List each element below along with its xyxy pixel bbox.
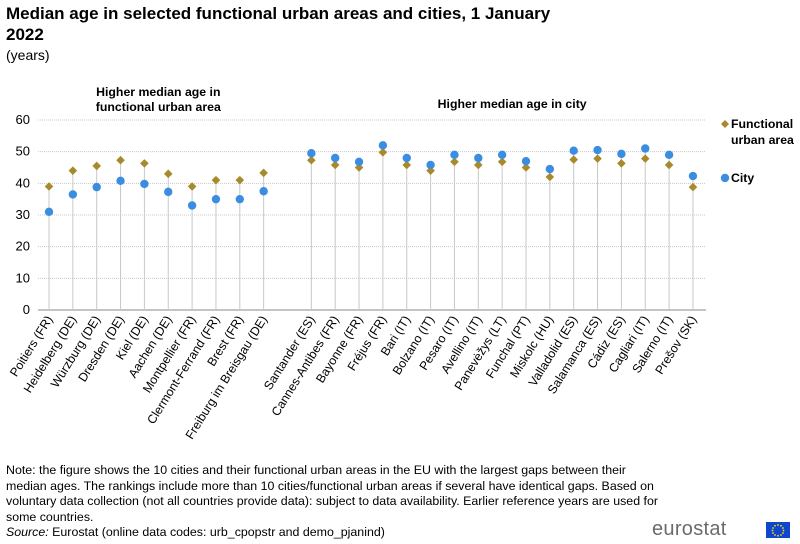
city-point xyxy=(617,149,626,159)
city-point xyxy=(116,176,125,185)
city-point xyxy=(44,207,54,217)
city-point xyxy=(497,150,507,160)
fua-point xyxy=(140,159,149,168)
fua-point xyxy=(163,169,173,179)
fua-point xyxy=(688,182,698,192)
city-point xyxy=(307,149,316,158)
y-tick-label: 60 xyxy=(16,112,30,127)
city-point xyxy=(68,190,78,199)
city-point xyxy=(593,145,602,155)
legend-fua-marker xyxy=(721,120,729,128)
fua-point xyxy=(187,182,197,191)
city-point xyxy=(187,201,197,210)
fua-point xyxy=(330,160,340,170)
chart-title: Median age in selected functional urban … xyxy=(6,4,551,44)
fua-point xyxy=(545,172,555,182)
city-point xyxy=(641,144,650,153)
fua-point xyxy=(211,175,221,185)
fua-point xyxy=(426,166,435,175)
city-point xyxy=(426,160,435,170)
chart-subtitle: (years) xyxy=(6,47,50,63)
city-point xyxy=(545,164,555,174)
eurostat-logo-text: eurostat xyxy=(652,518,727,540)
fua-point xyxy=(235,175,245,185)
y-tick-label: 10 xyxy=(16,270,30,285)
source-text: Eurostat (online data codes: urb_cpopstr… xyxy=(52,525,385,539)
city-point xyxy=(521,156,531,166)
city-point xyxy=(688,171,698,181)
city-point xyxy=(140,179,149,189)
city-point xyxy=(402,153,411,163)
y-tick-label: 20 xyxy=(16,239,30,254)
y-tick-label: 30 xyxy=(16,207,30,222)
fua-point xyxy=(378,148,388,157)
group-label: Higher median age in city xyxy=(438,97,587,111)
y-tick-label: 50 xyxy=(16,144,30,159)
city-point xyxy=(664,150,674,160)
city-point xyxy=(474,153,483,163)
fua-point xyxy=(664,160,674,170)
fua-point xyxy=(640,154,650,163)
legend-city-label: City xyxy=(731,171,754,185)
y-tick-label: 0 xyxy=(23,302,30,317)
city-point xyxy=(354,157,364,166)
city-point xyxy=(450,150,459,160)
fua-point xyxy=(307,155,316,165)
fua-point xyxy=(68,166,78,175)
city-point xyxy=(235,194,244,204)
city-point xyxy=(331,153,340,163)
eu-flag-icon xyxy=(766,522,790,538)
city-point xyxy=(378,141,388,150)
fua-point xyxy=(92,161,101,171)
fua-point xyxy=(474,160,483,170)
city-point xyxy=(211,194,221,204)
fua-point xyxy=(569,155,578,164)
fua-point xyxy=(521,163,531,172)
fua-point xyxy=(497,157,507,167)
city-point xyxy=(259,187,268,196)
fua-point xyxy=(593,154,602,163)
city-point xyxy=(92,182,101,192)
fua-point xyxy=(450,157,459,167)
y-tick-label: 40 xyxy=(16,175,30,190)
fua-point xyxy=(617,159,626,168)
source-label: Source: xyxy=(6,525,49,539)
chart-note: Note: the figure shows the 10 cities and… xyxy=(6,463,658,524)
eurostat-logo: eurostat xyxy=(652,518,792,542)
legend-fua-label: Functional urban area xyxy=(731,117,794,147)
chart-source: Source: Eurostat (online data codes: urb… xyxy=(6,525,385,539)
city-point xyxy=(569,146,578,155)
fua-point xyxy=(402,160,412,170)
fua-point xyxy=(116,155,125,165)
fua-point xyxy=(44,182,54,191)
fua-point xyxy=(259,168,268,178)
legend-city-marker xyxy=(720,173,730,183)
group-label: Higher median age in functional urban are… xyxy=(96,85,221,114)
city-point xyxy=(164,187,173,197)
